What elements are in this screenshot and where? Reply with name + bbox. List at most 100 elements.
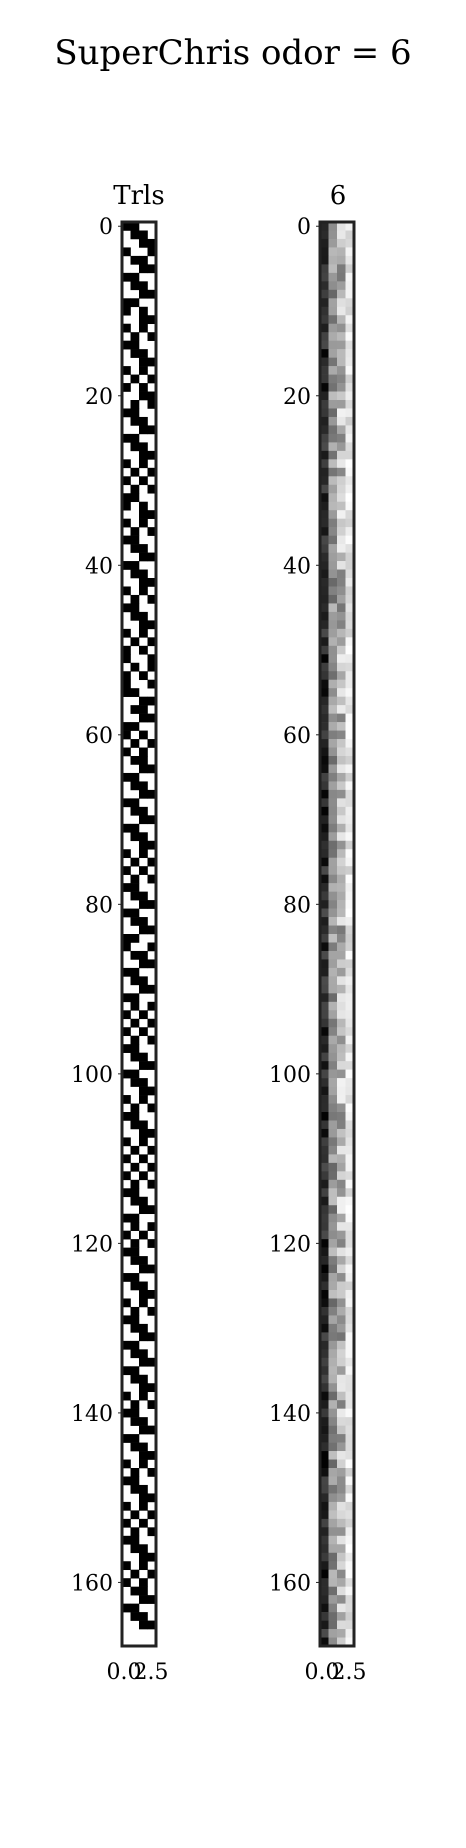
heatmap-cell <box>320 281 329 291</box>
heatmap-cell <box>337 874 346 884</box>
heatmap-cell <box>328 340 338 350</box>
panel-odor: 6 0 20 40 60 80 100 120 140 160 0.0 2.5 <box>269 181 367 1685</box>
heatmap-cell <box>122 476 131 486</box>
heatmap-cell <box>122 1137 131 1147</box>
heatmap-cell <box>328 679 338 689</box>
heatmap-cell <box>130 1035 140 1045</box>
heatmap-cell <box>130 823 140 833</box>
heatmap-cell <box>345 400 355 409</box>
heatmap-cell <box>337 1578 346 1587</box>
heatmap-cell <box>328 442 338 452</box>
heatmap-cell <box>337 349 346 358</box>
heatmap-cell <box>320 374 329 384</box>
heatmap-cell <box>337 1629 346 1638</box>
heatmap-cell <box>328 1264 338 1274</box>
heatmap-cell <box>147 1306 157 1316</box>
heatmap-cell <box>345 332 355 341</box>
heatmap-cell <box>345 1569 355 1579</box>
heatmap-cell <box>130 1569 140 1579</box>
heatmap-cell <box>328 883 338 892</box>
heatmap-cell <box>337 1374 346 1384</box>
heatmap-cell <box>320 1264 329 1274</box>
heatmap-cell <box>328 501 338 511</box>
heatmap-cell <box>139 1171 148 1181</box>
heatmap-cell <box>337 1044 346 1053</box>
heatmap-cell <box>328 569 338 579</box>
heatmap-cell <box>320 1493 329 1503</box>
y-tick-label: 80 <box>283 893 311 918</box>
heatmap-cell <box>345 1052 355 1062</box>
heatmap-cell <box>337 1069 346 1079</box>
heatmap-cell <box>345 340 355 350</box>
heatmap-cell <box>130 917 140 926</box>
heatmap-cell <box>328 332 338 341</box>
heatmap-cell <box>147 1332 157 1342</box>
heatmap-cell <box>122 1340 131 1350</box>
heatmap-cell <box>147 1145 157 1155</box>
heatmap-cell <box>328 815 338 825</box>
heatmap-cell <box>122 866 131 875</box>
heatmap-cell <box>328 781 338 791</box>
heatmap-cell <box>345 976 355 986</box>
heatmap-cell <box>337 357 346 367</box>
heatmap-cell <box>122 1112 131 1121</box>
heatmap-cell <box>337 1357 346 1367</box>
heatmap-cell <box>345 950 355 960</box>
heatmap-cells-trials <box>122 222 157 1646</box>
heatmap-cell <box>122 688 131 697</box>
heatmap-cell <box>147 1222 157 1231</box>
heatmap-cell <box>337 611 346 621</box>
heatmap-cell <box>320 849 329 859</box>
heatmap-cell <box>320 425 329 435</box>
heatmap-cell <box>328 1408 338 1418</box>
heatmap-cell <box>337 1205 346 1215</box>
heatmap-cell <box>122 603 131 613</box>
heatmap-cell <box>139 1518 148 1528</box>
heatmap-cell <box>337 764 346 774</box>
heatmap-cell <box>139 1357 148 1367</box>
heatmap-cell <box>328 1044 338 1053</box>
heatmap-cell <box>337 289 346 299</box>
heatmap-cell <box>345 366 355 375</box>
heatmap-cell <box>130 857 140 867</box>
heatmap-cell <box>139 501 148 511</box>
heatmap-cell <box>139 713 148 723</box>
heatmap-cell <box>337 264 346 274</box>
heatmap-cell <box>320 891 329 901</box>
heatmap-cell <box>328 934 338 943</box>
heatmap-cell <box>328 1179 338 1189</box>
heatmap-cell <box>139 416 148 426</box>
heatmap-cell <box>320 1586 329 1596</box>
heatmap-cell <box>147 238 157 248</box>
heatmap-cell <box>328 1637 338 1647</box>
heatmap-cell <box>320 1213 329 1223</box>
heatmap-cell <box>320 255 329 265</box>
heatmap-cell <box>337 620 346 630</box>
heatmap-cell <box>320 1569 329 1579</box>
heatmap-cell <box>147 552 157 562</box>
heatmap-cell <box>345 1578 355 1587</box>
heatmap-cell <box>345 1128 355 1138</box>
heatmap-cell <box>320 1417 329 1426</box>
y-tick-label: 140 <box>71 1402 113 1427</box>
heatmap-cell <box>337 1078 346 1087</box>
heatmap-cell <box>139 1383 148 1393</box>
heatmap-cell <box>147 425 157 435</box>
heatmap-cell <box>328 1196 338 1206</box>
heatmap-cell <box>320 1010 329 1020</box>
heatmap-cell <box>345 264 355 274</box>
heatmap-cell <box>345 1323 355 1333</box>
heatmap-cell <box>337 586 346 596</box>
heatmap-cell <box>320 722 329 731</box>
heatmap-cell <box>337 1468 346 1477</box>
heatmap-cell <box>345 1095 355 1104</box>
heatmap-cell <box>337 544 346 553</box>
heatmap-cell <box>139 383 148 392</box>
heatmap-cell <box>337 383 346 392</box>
heatmap-cell <box>139 950 148 960</box>
heatmap-cell <box>345 1171 355 1181</box>
heatmap-cell <box>320 925 329 935</box>
x-tick-label-1: 2.5 <box>332 1660 367 1685</box>
heatmap-cell <box>328 1061 338 1070</box>
heatmap-cell <box>337 1137 346 1147</box>
